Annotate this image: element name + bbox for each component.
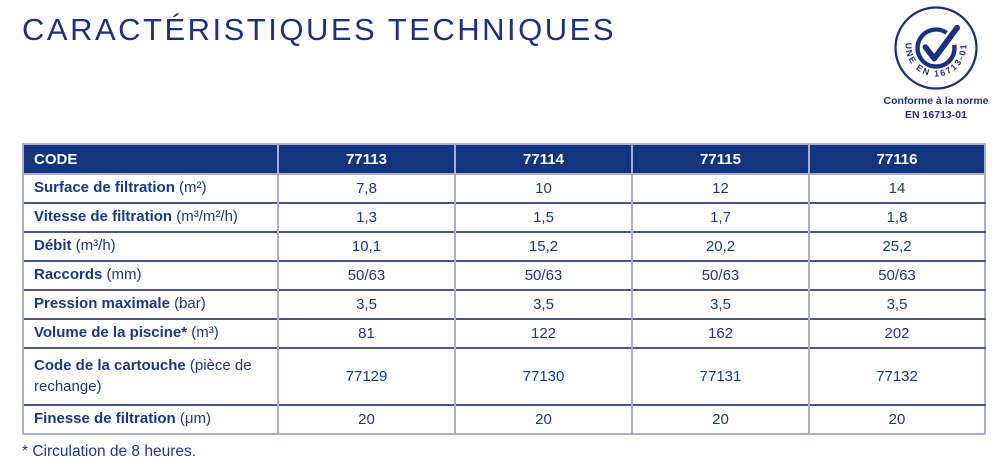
cell-value: 3,5: [631, 289, 809, 319]
cell-value: 202: [808, 318, 985, 348]
row-label: Vitesse de filtration (m³/m²/h): [22, 202, 278, 232]
norm-caption: Conforme à la norme EN 16713-01: [883, 95, 988, 122]
table-row: Pression maximale (bar) 3,5 3,5 3,5 3,5: [22, 289, 985, 319]
cell-value: 162: [631, 318, 809, 348]
cell-value: 50/63: [808, 260, 985, 290]
cell-value: 77132: [808, 347, 985, 405]
row-label: Raccords (mm): [22, 260, 278, 290]
cell-value: 3,5: [277, 289, 455, 319]
header-code-77116: 77116: [808, 144, 985, 175]
cell-value: 77129: [277, 347, 455, 405]
header-code-label: CODE: [22, 144, 278, 175]
header-code-77115: 77115: [631, 144, 809, 175]
row-label: Volume de la piscine* (m³): [22, 318, 278, 348]
cell-value: 50/63: [454, 260, 632, 290]
cell-value: 77131: [631, 347, 809, 405]
cell-value: 1,8: [808, 202, 985, 232]
header-code-77114: 77114: [454, 144, 632, 175]
cell-value: 1,5: [454, 202, 632, 232]
cell-value: 50/63: [631, 260, 809, 290]
row-label: Finesse de filtration (μm): [22, 404, 278, 434]
specs-table: CODE 77113 77114 77115 77116 Surface de …: [22, 143, 986, 435]
cell-value: 77130: [454, 347, 632, 405]
norm-caption-line1: Conforme à la norme: [883, 95, 989, 107]
page-title: CARACTÉRISTIQUES TECHNIQUES: [22, 12, 617, 47]
cell-value: 1,3: [277, 202, 455, 232]
table-row: Surface de filtration (m²) 7,8 10 12 14: [22, 174, 985, 203]
row-label: Surface de filtration (m²): [22, 174, 278, 203]
footnote: * Circulation de 8 heures.: [22, 443, 197, 460]
row-label: Pression maximale (bar): [22, 289, 278, 319]
norm-caption-line2: EN 16713-01: [905, 108, 967, 121]
row-label: Débit (m³/h): [22, 231, 278, 261]
cell-value: 20: [631, 404, 809, 434]
table-header-row: CODE 77113 77114 77115 77116: [22, 144, 985, 175]
cell-value: 20: [808, 404, 985, 434]
table-row: Vitesse de filtration (m³/m²/h) 1,3 1,5 …: [22, 202, 985, 232]
table-row: Débit (m³/h) 10,1 15,2 20,2 25,2: [22, 231, 985, 261]
cell-value: 25,2: [808, 231, 985, 261]
cell-value: 10: [454, 174, 632, 203]
header-code-77113: 77113: [277, 144, 455, 175]
cell-value: 122: [454, 318, 632, 348]
norm-badge: UNE EN 16713-01 Conforme à la norme EN 1…: [878, 4, 994, 122]
cell-value: 14: [808, 174, 985, 203]
cell-value: 7,8: [277, 174, 455, 203]
table-row: Raccords (mm) 50/63 50/63 50/63 50/63: [22, 260, 985, 290]
cell-value: 10,1: [277, 231, 455, 261]
row-label: Code de la cartouche (pièce de rechange): [22, 347, 278, 405]
cell-value: 20,2: [631, 231, 809, 261]
cell-value: 20: [454, 404, 632, 434]
cell-value: 3,5: [454, 289, 632, 319]
cell-value: 12: [631, 174, 809, 203]
cell-value: 1,7: [631, 202, 809, 232]
cell-value: 81: [277, 318, 455, 348]
table-row: Finesse de filtration (μm) 20 20 20 20: [22, 404, 985, 434]
cell-value: 20: [277, 404, 455, 434]
norm-seal-icon: UNE EN 16713-01: [894, 6, 978, 90]
cell-value: 3,5: [808, 289, 985, 319]
table-row: Volume de la piscine* (m³) 81 122 162 20…: [22, 318, 985, 348]
table-row: Code de la cartouche (pièce de rechange)…: [22, 347, 985, 405]
cell-value: 50/63: [277, 260, 455, 290]
cell-value: 15,2: [454, 231, 632, 261]
